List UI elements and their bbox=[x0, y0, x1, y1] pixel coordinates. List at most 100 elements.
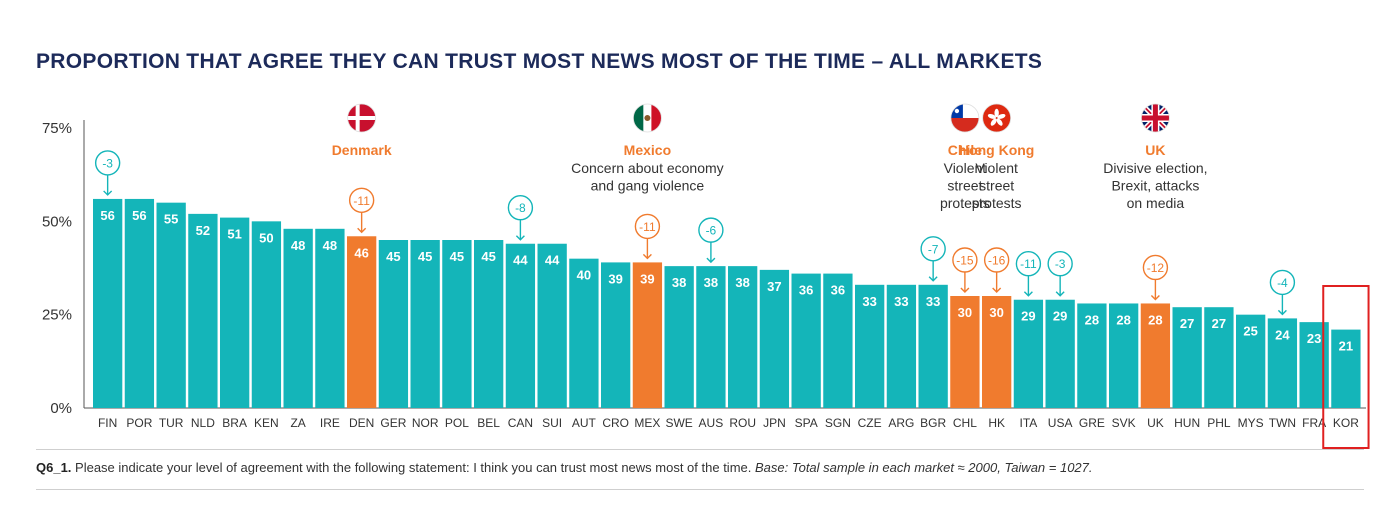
change-arrow-head bbox=[992, 287, 1002, 293]
bar-jpn bbox=[759, 269, 790, 408]
x-tick-label: JPN bbox=[763, 416, 786, 430]
bar-fin bbox=[93, 198, 123, 408]
flag-body bbox=[982, 104, 1011, 132]
x-tick-label: USA bbox=[1048, 416, 1073, 430]
bar-cro bbox=[601, 262, 631, 408]
change-arrow-head bbox=[357, 227, 367, 234]
x-tick-label: CZE bbox=[858, 416, 882, 430]
change-arrow-head bbox=[1055, 291, 1065, 297]
change-label: -11 bbox=[1020, 257, 1037, 271]
x-tick-label: KEN bbox=[254, 416, 279, 430]
annotation-text: on media bbox=[1127, 195, 1185, 211]
flag-red bbox=[950, 118, 979, 132]
bar-mys bbox=[1236, 314, 1266, 408]
bar-bgr bbox=[918, 284, 948, 408]
bar-value-label: 45 bbox=[450, 249, 464, 264]
bar-value-label: 45 bbox=[386, 249, 400, 264]
x-tick-label: PHL bbox=[1207, 416, 1231, 430]
bar-value-label: 28 bbox=[1085, 312, 1099, 327]
annotation-text: Violent bbox=[975, 160, 1018, 176]
flag-body bbox=[633, 104, 662, 132]
change-arrow-head bbox=[706, 257, 716, 264]
x-tick-label: HK bbox=[988, 416, 1005, 430]
flag-petal bbox=[994, 108, 999, 118]
x-tick-label: NLD bbox=[191, 416, 215, 430]
change-label: -12 bbox=[1147, 261, 1165, 275]
bar-hk bbox=[982, 296, 1012, 408]
y-tick-label: 50% bbox=[42, 213, 72, 230]
bar-usa bbox=[1045, 299, 1075, 408]
bar-aus bbox=[696, 266, 726, 408]
bar-value-label: 45 bbox=[481, 249, 495, 264]
annotation-title: Denmark bbox=[332, 142, 392, 158]
x-tick-label: TWN bbox=[1269, 416, 1296, 430]
annotation-text: Divisive election, bbox=[1103, 160, 1207, 176]
bar-value-label: 40 bbox=[577, 268, 591, 283]
flag-cross-h bbox=[347, 116, 376, 120]
flag-petal bbox=[987, 113, 996, 119]
annotation-text: and gang violence bbox=[591, 178, 705, 194]
x-tick-label: POL bbox=[445, 416, 469, 430]
flag-petal bbox=[997, 113, 1006, 119]
flag-emblem bbox=[644, 115, 651, 121]
x-tick-label: CRO bbox=[602, 416, 629, 430]
x-tick-label: SWE bbox=[665, 416, 692, 430]
x-tick-label: SUI bbox=[542, 416, 562, 430]
bar-value-label: 29 bbox=[1053, 309, 1067, 324]
bar-gre bbox=[1077, 303, 1107, 408]
bar-value-label: 39 bbox=[608, 271, 622, 286]
change-arrow-head bbox=[515, 235, 525, 241]
x-tick-label: BRA bbox=[222, 416, 247, 430]
question-text: Please indicate your level of agreement … bbox=[71, 460, 755, 475]
x-tick-label: UK bbox=[1147, 416, 1164, 430]
x-tick-label: BGR bbox=[920, 416, 946, 430]
annotation-text: street bbox=[979, 178, 1014, 194]
change-label: -15 bbox=[956, 254, 974, 268]
bar-value-label: 29 bbox=[1021, 309, 1035, 324]
flag-red bbox=[651, 104, 662, 132]
bar-value-label: 24 bbox=[1275, 327, 1290, 342]
bar-value-label: 46 bbox=[354, 245, 368, 260]
bar-kor bbox=[1331, 329, 1361, 408]
x-tick-label: ARG bbox=[888, 416, 914, 430]
chile-flag-icon bbox=[950, 103, 980, 133]
denmark-flag-icon bbox=[347, 103, 377, 133]
bar-chl bbox=[950, 296, 980, 408]
bar-pol bbox=[442, 240, 472, 408]
bar-chart: 0% 25% 50% 75% 56 FIN 56 POR 55 TUR 52 NLD 51 BRA 50 KE… bbox=[42, 103, 1370, 449]
change-label: -4 bbox=[1277, 276, 1288, 290]
annotation-text: Concern about economy bbox=[571, 160, 724, 176]
mexico-flag-icon bbox=[633, 103, 662, 133]
bar-bra bbox=[220, 217, 250, 408]
y-tick-label: 0% bbox=[50, 400, 72, 417]
bar-value-label: 55 bbox=[164, 212, 178, 227]
bar-value-label: 38 bbox=[704, 275, 718, 290]
change-label: -11 bbox=[353, 194, 370, 208]
annotation-text: protests bbox=[940, 195, 990, 211]
flag-field bbox=[982, 104, 1011, 132]
top-divider bbox=[36, 449, 1364, 450]
x-tick-label: CHL bbox=[953, 416, 977, 430]
bar-value-label: 50 bbox=[259, 230, 273, 245]
bar-value-label: 38 bbox=[735, 275, 749, 290]
flag-body bbox=[1141, 104, 1170, 132]
bar-sgn bbox=[823, 273, 853, 408]
change-label: -8 bbox=[515, 201, 526, 215]
x-tick-label: BEL bbox=[477, 416, 500, 430]
bar-nld bbox=[188, 213, 218, 408]
change-arrow-head bbox=[1023, 291, 1033, 297]
bar-value-label: 36 bbox=[831, 283, 845, 298]
bar-value-label: 56 bbox=[132, 208, 146, 223]
change-arrow-head bbox=[103, 190, 113, 196]
x-tick-label: ZA bbox=[290, 416, 305, 430]
bar-value-label: 56 bbox=[100, 208, 114, 223]
bar-value-label: 28 bbox=[1148, 312, 1162, 327]
change-label: -16 bbox=[988, 254, 1006, 268]
bar-value-label: 36 bbox=[799, 283, 813, 298]
x-tick-label: HUN bbox=[1174, 416, 1200, 430]
bar-value-label: 27 bbox=[1212, 316, 1226, 331]
change-label: -6 bbox=[706, 224, 717, 238]
bar-value-label: 45 bbox=[418, 249, 432, 264]
change-label: -3 bbox=[1055, 257, 1066, 271]
chart-title: PROPORTION THAT AGREE THEY CAN TRUST MOS… bbox=[36, 50, 1043, 73]
